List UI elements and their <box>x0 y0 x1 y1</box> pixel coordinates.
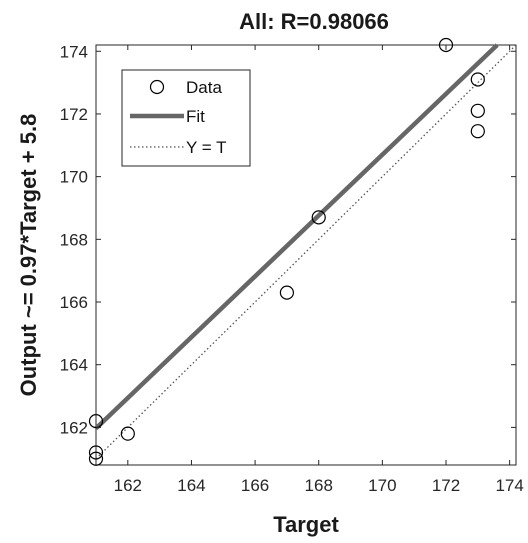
data-point <box>438 37 454 53</box>
data-point <box>470 72 485 87</box>
y-tick-label: 166 <box>60 293 88 312</box>
y-tick-label: 170 <box>60 168 88 187</box>
fit-line <box>94 43 499 430</box>
x-tick-label: 164 <box>177 476 205 495</box>
legend-label-data: Data <box>186 78 222 97</box>
data-point <box>120 426 135 441</box>
y-axis-label: Output ~= 0.97*Target + 5.8 <box>16 114 41 397</box>
legend: Data Fit Y = T <box>121 69 251 167</box>
data-points <box>88 37 485 466</box>
y-tick-label: 174 <box>60 42 88 61</box>
chart-title: All: R=0.98066 <box>239 9 389 34</box>
regression-lines <box>94 43 517 460</box>
x-tick-label: 174 <box>495 476 523 495</box>
x-tick-label: 170 <box>368 476 396 495</box>
y-tick-label: 172 <box>60 105 88 124</box>
legend-data-marker <box>149 79 165 95</box>
data-point <box>88 445 104 460</box>
y-tick-label: 164 <box>60 356 88 375</box>
data-point <box>279 285 295 300</box>
x-tick-label: 168 <box>305 476 333 495</box>
y-tick-label: 162 <box>60 418 88 437</box>
legend-label-identity: Y = T <box>186 138 226 157</box>
x-axis-ticks: 162 164 166 168 170 172 174 <box>114 45 524 495</box>
legend-label-fit: Fit <box>186 107 205 126</box>
y-axis-ticks: 162 164 166 168 170 172 174 <box>60 42 516 437</box>
axes-frame <box>95 44 517 466</box>
legend-box <box>121 69 251 167</box>
x-axis-label: Target <box>273 512 339 537</box>
data-point <box>88 451 104 466</box>
plot-area <box>88 37 517 466</box>
data-point <box>470 124 485 139</box>
x-tick-label: 162 <box>114 476 142 495</box>
x-tick-label: 166 <box>241 476 269 495</box>
x-tick-label: 172 <box>432 476 460 495</box>
data-point <box>311 210 326 225</box>
data-point <box>470 103 485 118</box>
y-tick-label: 168 <box>60 230 88 249</box>
